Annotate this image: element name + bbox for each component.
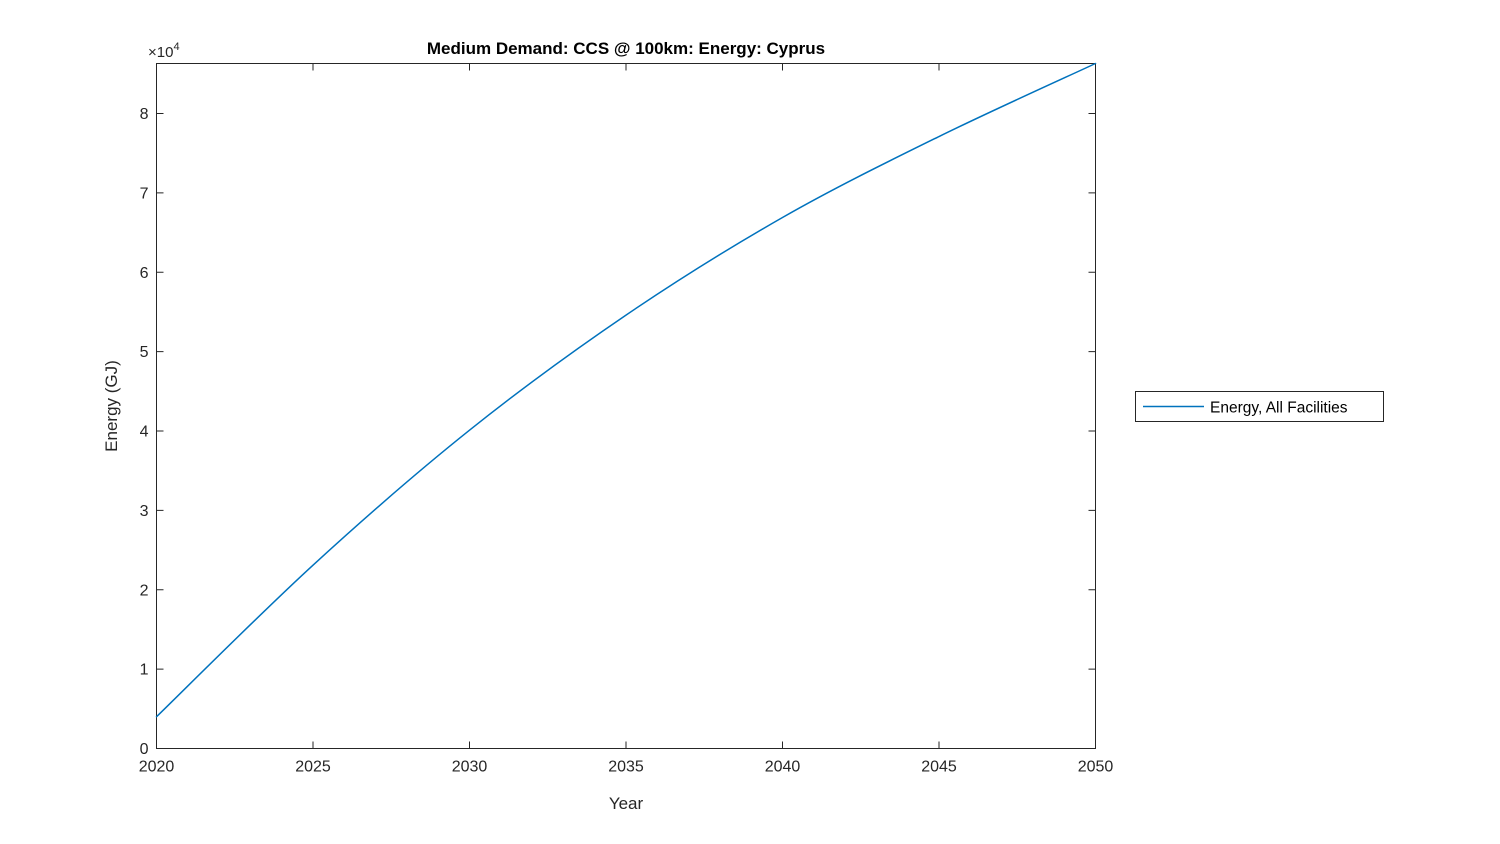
axes-box <box>156 63 1096 749</box>
x-tick-label-2035: 2035 <box>608 759 644 776</box>
y-tick-label-3: 3 <box>140 503 149 520</box>
plot-area: 2020 2025 2030 2035 2040 2045 2050 0 1 2 3 4 5 6 7 8 <box>139 62 1114 776</box>
x-tick-label-2025: 2025 <box>295 759 331 776</box>
y-axis-multiplier-power: 4 <box>173 41 179 53</box>
series-line-0 <box>155 62 1097 718</box>
x-tick-label-2045: 2045 <box>921 759 957 776</box>
y-tick-label-4: 4 <box>140 424 149 441</box>
y-axis-multiplier-base: ×10 <box>148 44 173 61</box>
y-tick-label-6: 6 <box>140 265 149 282</box>
tick-marks <box>156 63 1096 749</box>
x-tick-label-2050: 2050 <box>1078 759 1114 776</box>
legend: Energy, All Facilities <box>1135 391 1384 422</box>
y-tick-label-8: 8 <box>140 106 149 123</box>
x-tick-label-2030: 2030 <box>452 759 488 776</box>
y-tick-label-0: 0 <box>140 741 149 758</box>
chart-title: Medium Demand: CCS @ 100km: Energy: Cypr… <box>427 39 825 58</box>
x-tick-label-2040: 2040 <box>765 759 801 776</box>
y-tick-label-7: 7 <box>140 185 149 202</box>
y-tick-label-2: 2 <box>140 582 149 599</box>
y-axis-label: Energy (GJ) <box>102 360 121 452</box>
x-tick-label-2020: 2020 <box>139 759 175 776</box>
x-axis-label: Year <box>609 794 644 813</box>
y-tick-label-1: 1 <box>140 662 149 679</box>
y-axis-multiplier-label: ×104 <box>148 41 180 61</box>
y-tick-label-5: 5 <box>140 344 149 361</box>
legend-entry-label: Energy, All Facilities <box>1210 399 1348 416</box>
